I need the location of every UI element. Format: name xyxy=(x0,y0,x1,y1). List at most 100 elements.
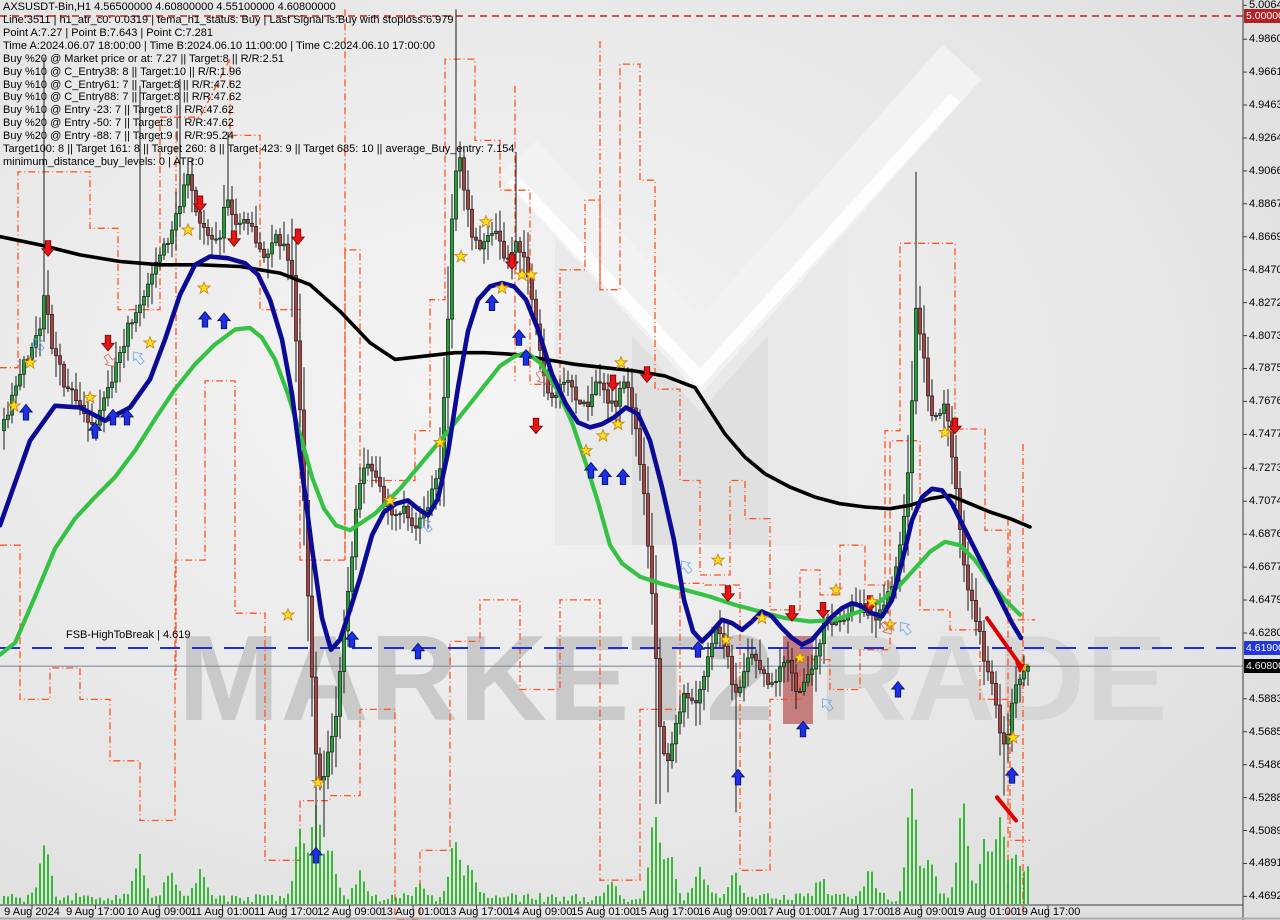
time-tick-label: 14 Aug 09:00 xyxy=(507,906,573,918)
hollow-arrow-icon xyxy=(103,353,116,368)
time-tick-label: 11 Aug 01:00 xyxy=(190,906,255,918)
comment-line: Line:3511 | h1_atr_c0: 0.0319 | tema_h1_… xyxy=(3,14,454,26)
time-tick-label: 9 Aug 2024 xyxy=(4,906,60,918)
price-tick-label: 4.68763 xyxy=(1249,528,1280,540)
logo-swoosh-highlight xyxy=(507,93,960,388)
marker-icon xyxy=(6,398,22,413)
price-tick-label: 4.92647 xyxy=(1249,132,1280,144)
price-tick-label: 4.80735 xyxy=(1249,330,1280,342)
hollow-arrow-icon xyxy=(32,338,45,352)
marker-icon xyxy=(792,650,808,665)
price-tick-label: 4.66778 xyxy=(1249,561,1280,573)
marker-icon xyxy=(511,329,527,346)
marker-icon xyxy=(432,435,448,449)
marker-icon xyxy=(864,594,880,608)
price-tick-label: 4.70748 xyxy=(1249,495,1280,507)
marker-icon xyxy=(528,417,544,435)
marker-icon xyxy=(882,617,898,632)
level-lines xyxy=(0,15,1243,667)
time-tick-label: 17 Aug 01:00 xyxy=(761,906,827,918)
time-tick-label: 19 Aug 01:00 xyxy=(952,906,1017,918)
marker-icon xyxy=(710,552,726,567)
marker-icon xyxy=(180,222,196,237)
marker-icon xyxy=(453,249,469,263)
marker-icon xyxy=(815,601,831,619)
comment-line: Buy %20 @ Entry -50: 7 || Target:8 || R/… xyxy=(3,117,234,130)
indicator-comment-overlay: AXSUSDT-Bin,H1 4.56500000 4.60800000 4.5… xyxy=(3,1,515,169)
comment-line: Point A:7.27 | Point B:7.643 | Point C:7… xyxy=(3,26,213,39)
hollow-arrow-icon xyxy=(821,698,834,712)
price-tick-label: 4.98602 xyxy=(1249,33,1280,45)
comment-line: Time A:2024.06.07 18:00:00 | Time B:2024… xyxy=(3,39,435,52)
marker-icon xyxy=(690,640,706,658)
marker-icon xyxy=(828,582,844,597)
comment-line: minimum_distance_buy_levels: 0 | ATR:0 xyxy=(3,155,204,168)
watermark-text-left: MARKET2 xyxy=(178,610,775,746)
marker-icon xyxy=(595,428,611,443)
price-tick-label: 4.64793 xyxy=(1249,594,1280,606)
price-tick-label: 4.56851 xyxy=(1249,726,1280,738)
hollow-arrow-icon xyxy=(132,351,145,366)
marker-icon xyxy=(87,421,103,439)
marker-icon xyxy=(597,468,613,486)
level-price-badge: 5.00000 xyxy=(1244,9,1280,23)
signal-markers xyxy=(6,195,1030,864)
marker-icon xyxy=(22,355,38,370)
price-tick-label: 4.52881 xyxy=(1249,792,1280,804)
marker-icon xyxy=(82,390,98,404)
marker-icon xyxy=(478,214,494,229)
fsb-price-badge: 4.61900 xyxy=(1244,641,1280,655)
price-tick-label: 4.48910 xyxy=(1249,857,1280,869)
marker-icon xyxy=(308,846,324,864)
price-tick-label: 4.84705 xyxy=(1249,264,1280,276)
marker-icon xyxy=(197,310,213,328)
comment-line: Buy %10 @ C_Entry61: 7 || Target:8 || R/… xyxy=(3,78,242,91)
comment-line: Buy %10 @ C_Entry38: 8 || Target:10 || R… xyxy=(3,65,242,78)
marker-icon xyxy=(610,416,626,431)
comment-line: Buy %20 @ Entry -88: 7 || Target:9 || R/… xyxy=(3,130,234,143)
volume-histogram xyxy=(3,788,1029,904)
time-tick-label: 17 Aug 17:00 xyxy=(825,906,890,918)
marker-icon xyxy=(504,253,520,271)
ma-slow-black xyxy=(0,234,1032,529)
marker-icon xyxy=(119,408,135,426)
hollow-arrow-icon xyxy=(680,560,693,575)
time-tick-label: 15 Aug 17:00 xyxy=(634,906,700,918)
price-tick-label: 4.74779 xyxy=(1249,428,1280,440)
hollow-arrow-icon xyxy=(880,620,893,635)
marker-icon xyxy=(605,374,621,392)
price-tick-label: 4.82720 xyxy=(1249,297,1280,309)
marker-icon xyxy=(613,355,629,370)
time-tick-label: 9 Aug 17:00 xyxy=(66,906,125,918)
time-tick-label: 12 Aug 09:00 xyxy=(317,906,382,918)
price-tick-label: 4.54866 xyxy=(1249,759,1280,771)
marker-icon xyxy=(639,366,655,384)
price-tick-label: 4.88676 xyxy=(1249,198,1280,210)
time-tick-label: 10 Aug 09:00 xyxy=(126,906,192,918)
marker-icon xyxy=(947,417,963,435)
fsb-high-to-break-label: FSB-HighToBreak | 4.619 xyxy=(66,629,191,641)
marker-icon xyxy=(784,605,800,622)
current-price-badge: 4.60800 xyxy=(1244,659,1280,673)
time-tick-label: 19 Aug 17:00 xyxy=(1015,906,1081,918)
comment-line: Buy %20 @ Market price or at: 7.27 || Ta… xyxy=(3,52,285,65)
trend-segments xyxy=(985,616,1025,823)
marker-icon xyxy=(105,408,121,426)
marker-icon xyxy=(192,195,208,213)
price-tick-label: 4.46925 xyxy=(1249,890,1280,902)
marker-icon xyxy=(730,768,746,786)
chart-title-ohlc: AXSUSDT-Bin,H1 4.56500000 4.60800000 4.5… xyxy=(3,1,336,13)
price-tick-label: 4.96617 xyxy=(1249,66,1280,78)
marker-icon xyxy=(484,294,500,311)
price-tick-label: 4.94632 xyxy=(1249,99,1280,111)
price-tick-label: 4.90661 xyxy=(1249,165,1280,177)
marker-icon xyxy=(583,461,599,479)
marker-icon xyxy=(410,642,426,660)
price-tick-label: 4.50896 xyxy=(1249,825,1280,837)
